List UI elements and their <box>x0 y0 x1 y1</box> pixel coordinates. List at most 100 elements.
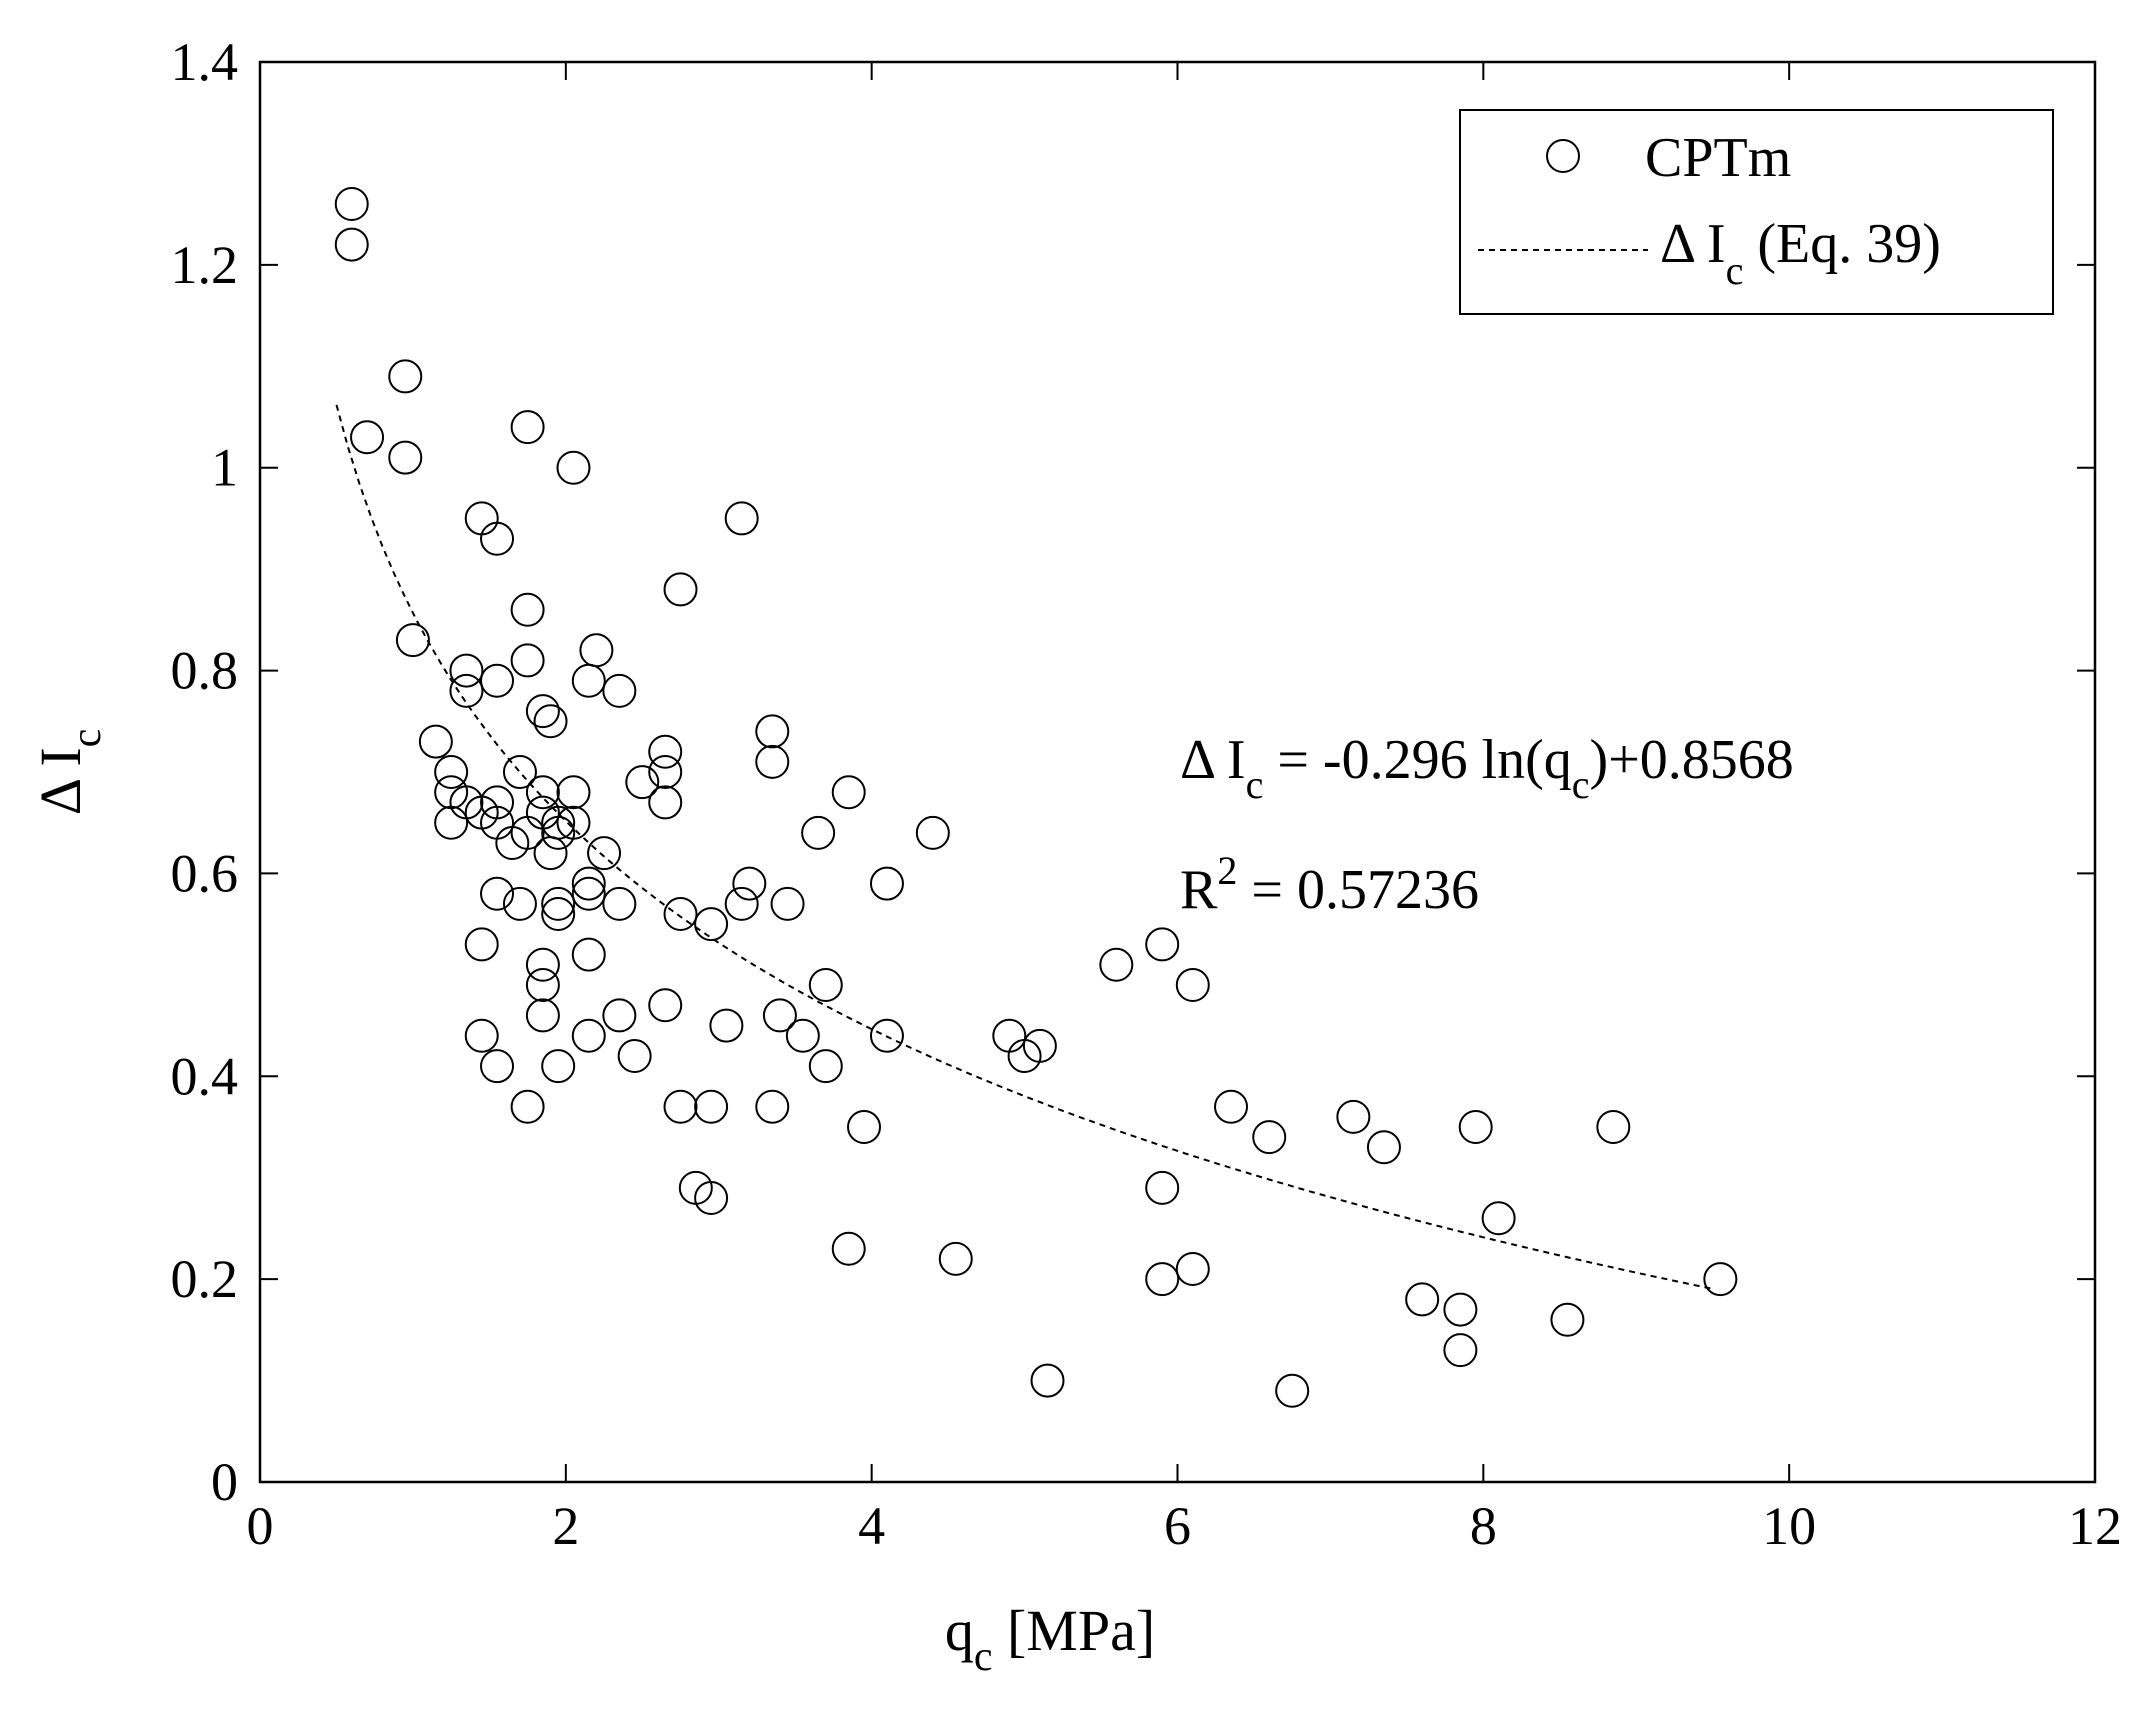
data-point <box>495 826 530 860</box>
data-point <box>724 501 759 536</box>
y-axis-label: Δ Ic <box>28 729 110 816</box>
data-point <box>992 1018 1027 1053</box>
data-point <box>350 420 385 455</box>
x-tick-label: 12 <box>2068 1496 2122 1556</box>
data-point <box>869 866 904 901</box>
data-point <box>541 815 576 850</box>
data-point <box>938 1241 973 1276</box>
y-tick-label: 0.4 <box>171 1046 239 1106</box>
y-tick-labels: 0 0.2 0.4 0.6 0.8 1 1.2 1.4 <box>171 32 239 1512</box>
data-point <box>464 501 499 536</box>
r-squared-annotation: R2 = 0.57236 <box>1180 848 1479 921</box>
x-tick-label: 6 <box>1164 1496 1191 1556</box>
data-point <box>388 359 423 394</box>
data-point <box>571 937 606 972</box>
x-tick-label: 2 <box>552 1496 579 1556</box>
data-point <box>831 775 866 810</box>
equation-annotation: Δ Ic = -0.296 ln(qc)+0.8568 <box>1180 729 1794 807</box>
data-point <box>434 805 469 840</box>
data-point <box>915 815 950 850</box>
data-point <box>525 947 560 982</box>
data-point <box>724 886 759 921</box>
data-point <box>388 440 423 475</box>
data-point <box>694 1181 729 1215</box>
data-point <box>571 1018 606 1053</box>
y-tick-label: 1 <box>211 438 238 498</box>
data-point <box>785 1018 820 1053</box>
x-tick-labels: 0 2 4 6 8 10 12 <box>247 1496 2123 1556</box>
data-point <box>510 1089 545 1124</box>
data-point <box>847 1110 882 1144</box>
data-point <box>571 663 606 698</box>
data-point <box>1336 1099 1371 1134</box>
data-point <box>502 755 537 789</box>
data-point <box>533 836 568 871</box>
data-point <box>625 765 660 800</box>
data-point <box>556 450 591 485</box>
data-point <box>755 744 790 779</box>
data-point <box>602 998 637 1033</box>
data-point <box>694 1089 729 1124</box>
x-tick-label: 10 <box>1762 1496 1816 1556</box>
data-point <box>617 1039 652 1073</box>
y-tick-label: 1.4 <box>171 32 239 92</box>
x-axis-label: qc [MPa] <box>945 1598 1155 1680</box>
y-tick-label: 1.2 <box>171 235 239 295</box>
data-point <box>525 998 560 1033</box>
data-point <box>831 1231 866 1266</box>
data-point <box>1275 1373 1310 1408</box>
data-point <box>541 1049 576 1084</box>
data-point <box>709 1008 744 1043</box>
data-point <box>1443 1333 1478 1368</box>
fit-curve <box>335 404 1713 1290</box>
legend-marker-cptm <box>1546 139 1580 173</box>
data-point <box>732 866 767 901</box>
data-point <box>556 775 591 810</box>
x-tick-label: 8 <box>1470 1496 1497 1556</box>
data-point <box>510 643 545 678</box>
data-point <box>755 714 790 749</box>
data-point <box>1214 1089 1249 1124</box>
data-point <box>525 775 560 810</box>
data-point <box>755 1089 790 1124</box>
data-point <box>1145 1170 1180 1205</box>
y-tick-label: 0.2 <box>171 1249 239 1309</box>
axis-ticks <box>259 61 2096 1483</box>
data-point <box>587 836 622 871</box>
data-point <box>1030 1363 1065 1398</box>
data-point <box>648 734 683 769</box>
data-point <box>602 673 637 708</box>
data-point <box>525 968 560 1002</box>
data-point <box>571 866 606 901</box>
data-point <box>1443 1292 1478 1327</box>
data-point <box>1366 1130 1401 1165</box>
data-point <box>1145 1262 1180 1297</box>
data-point <box>602 886 637 921</box>
y-tick-label: 0 <box>211 1452 238 1512</box>
data-point <box>1405 1282 1440 1317</box>
data-point <box>418 724 453 759</box>
data-point <box>525 694 560 729</box>
data-point <box>1099 947 1134 982</box>
data-point <box>770 886 805 921</box>
data-point <box>510 410 545 445</box>
data-point <box>648 755 683 789</box>
data-point <box>510 592 545 627</box>
data-point <box>808 968 843 1002</box>
data-point <box>663 572 698 607</box>
data-point <box>1175 1252 1210 1286</box>
data-point <box>762 998 797 1033</box>
data-point <box>395 623 430 658</box>
data-point <box>579 633 614 668</box>
data-point <box>1550 1302 1585 1337</box>
data-point <box>1175 968 1210 1002</box>
y-tick-label: 0.8 <box>171 641 239 701</box>
data-point <box>694 907 729 942</box>
legend-label-fit: Δ Ic (Eq. 39) <box>1660 213 1941 293</box>
data-point <box>869 1018 904 1053</box>
data-point <box>464 927 499 962</box>
data-point <box>334 187 369 221</box>
data-point <box>480 876 515 911</box>
data-point <box>541 897 576 931</box>
